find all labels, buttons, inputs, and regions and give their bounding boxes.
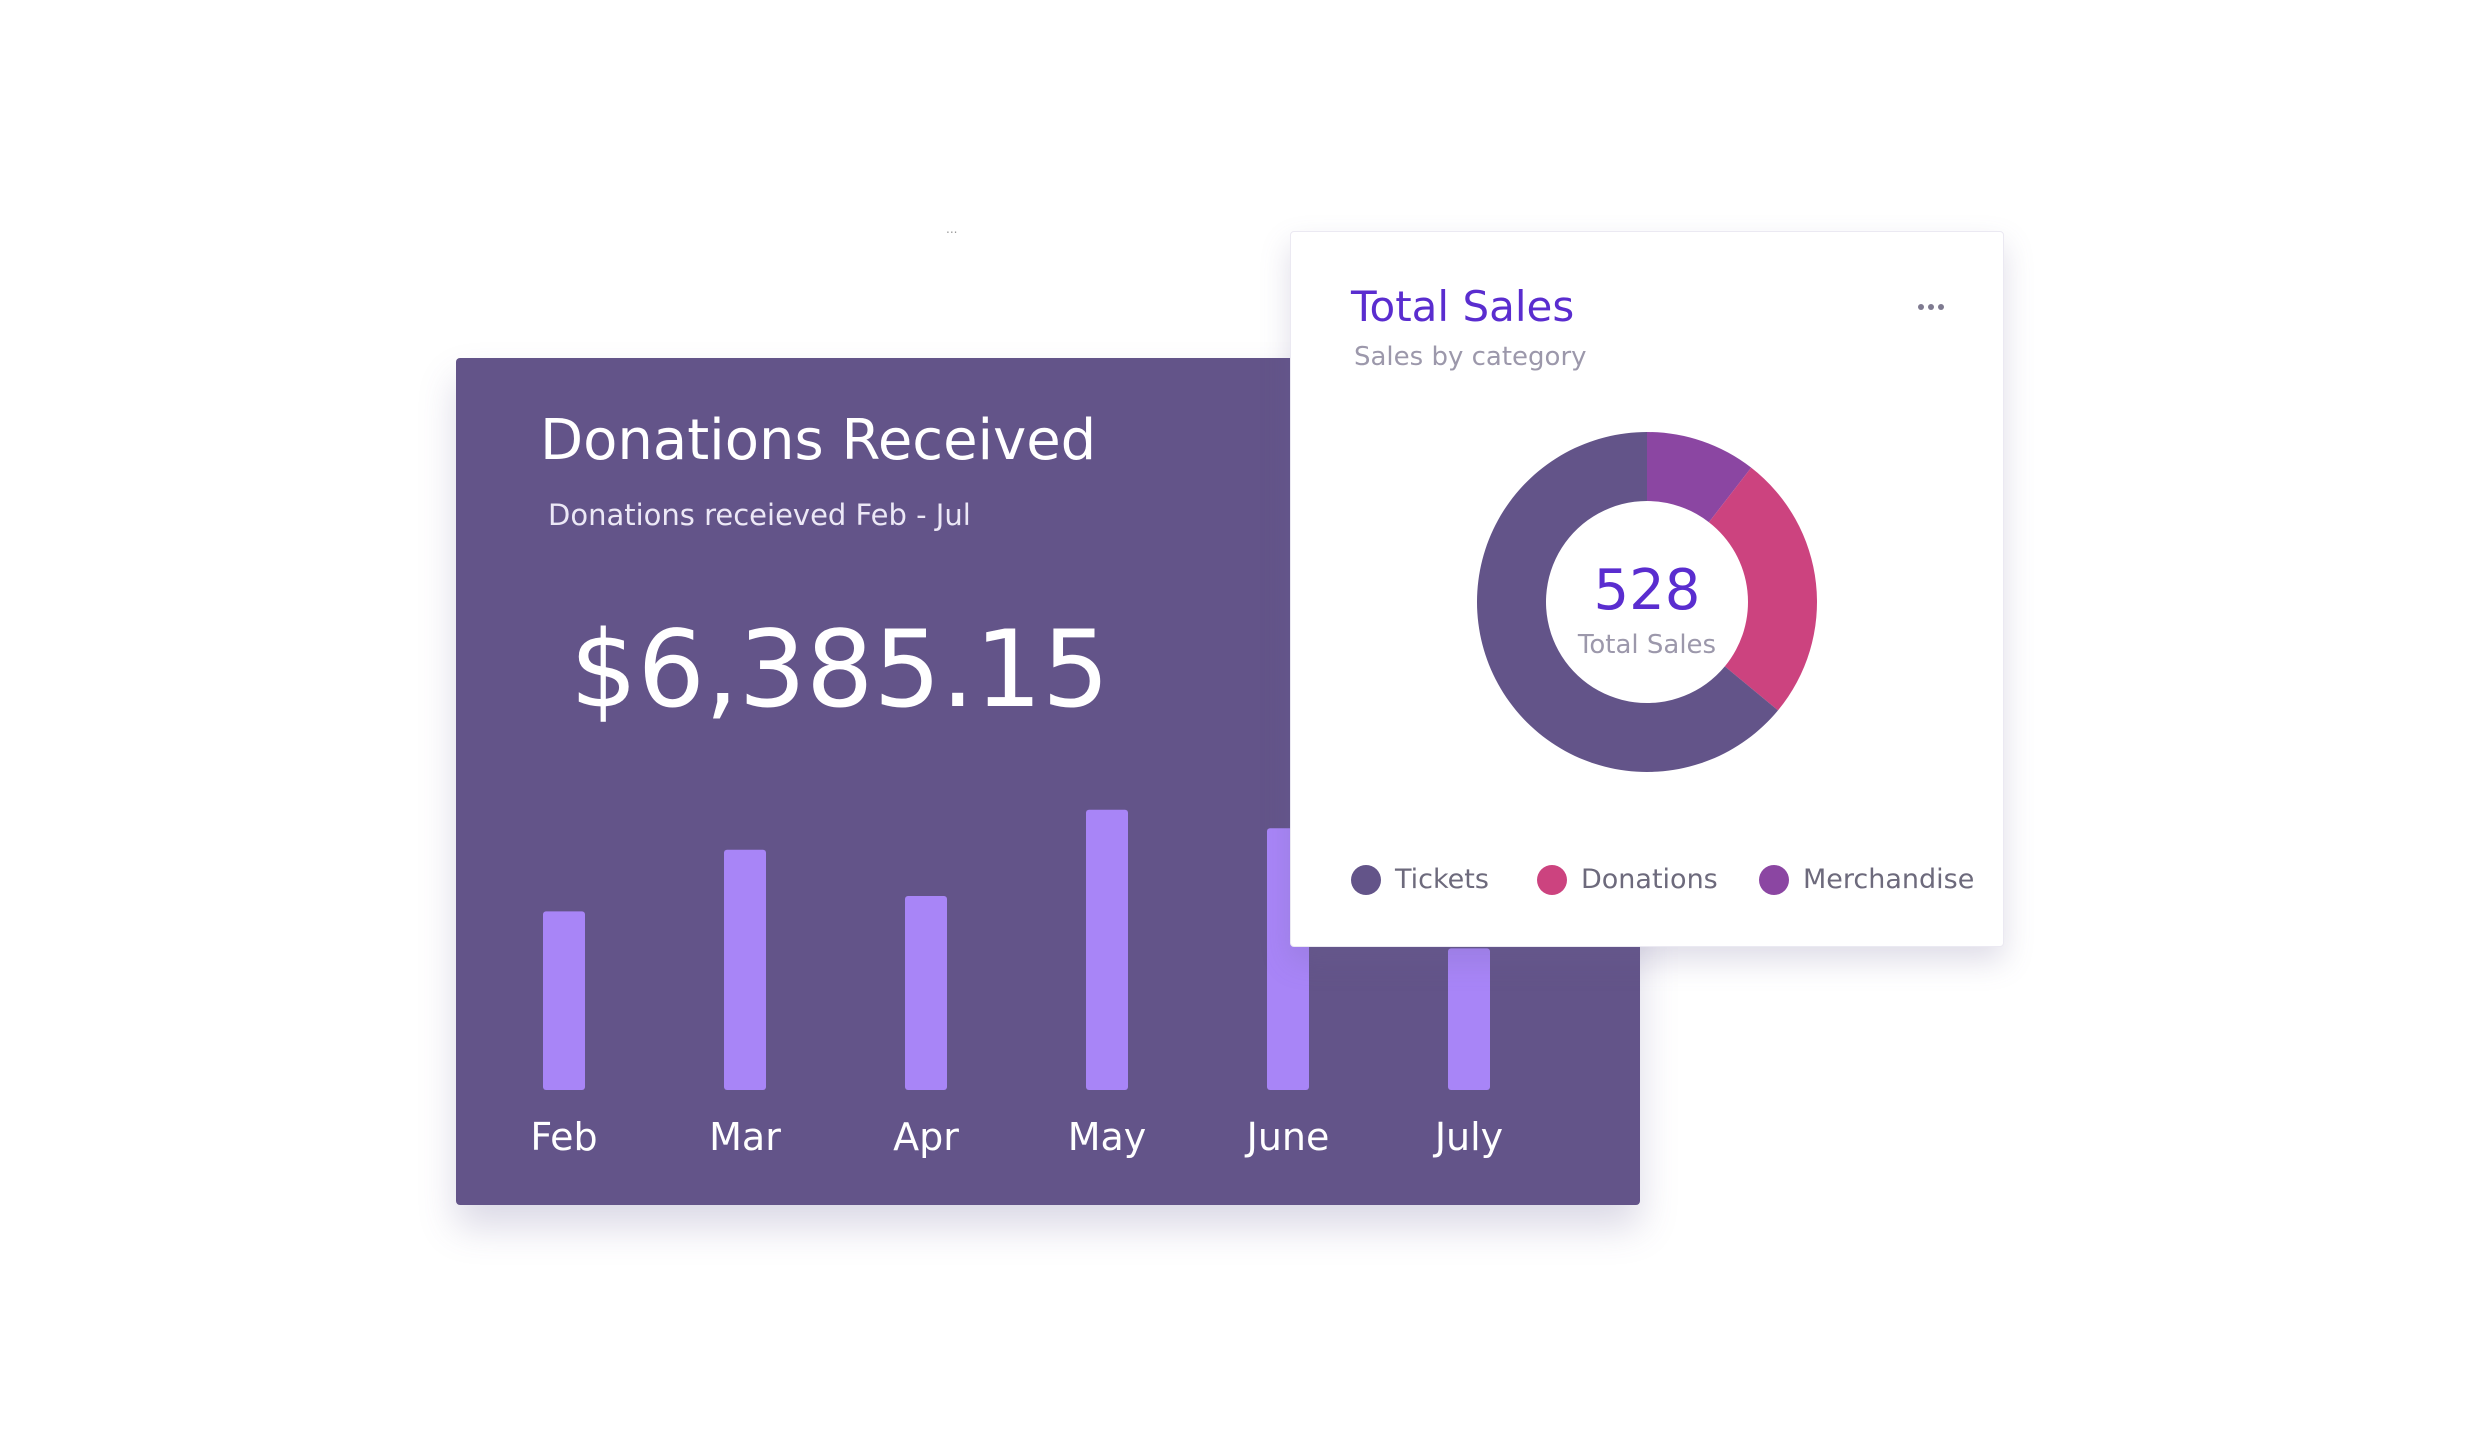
legend-swatch-donations [1537, 864, 1567, 895]
bar-may [1086, 809, 1128, 1090]
more-dot [1918, 304, 1924, 310]
total-sales-card: Total Sales Sales by category 528 Total … [1290, 231, 2004, 947]
legend-item-tickets[interactable]: Tickets [1351, 864, 1489, 895]
donations-subtitle: Donations receieved Feb - Jul [548, 498, 971, 532]
bar-label-june: June [1245, 1115, 1330, 1159]
bar-label-july: July [1433, 1115, 1503, 1159]
more-options-icon[interactable] [1911, 292, 1951, 322]
bar-july [1448, 948, 1490, 1090]
donut-slice-donations [1708, 467, 1817, 711]
more-dot [1938, 304, 1944, 310]
bar-label-apr: Apr [893, 1115, 959, 1159]
legend-swatch-tickets [1351, 864, 1381, 895]
legend-label-tickets: Tickets [1395, 864, 1489, 895]
stray-ellipsis-mark: ... [946, 222, 958, 236]
bar-mar [724, 849, 766, 1090]
legend-item-merchandise[interactable]: Merchandise [1759, 864, 1974, 895]
donut-total-label: Total Sales [1577, 630, 1717, 660]
donut-total-value: 528 [1593, 558, 1701, 623]
total-sales-subtitle: Sales by category [1354, 342, 1587, 372]
bar-apr [905, 895, 947, 1090]
bar-label-may: May [1068, 1115, 1147, 1159]
donut-center: 528 Total Sales [1475, 430, 1819, 774]
legend-swatch-merchandise [1759, 864, 1789, 895]
bar-label-feb: Feb [530, 1115, 597, 1159]
bar-label-mar: Mar [709, 1115, 781, 1159]
total-sales-title: Total Sales [1351, 282, 1575, 331]
donations-title: Donations Received [540, 408, 1097, 473]
donut-slice-merchandise [1647, 432, 1752, 523]
legend-item-donations[interactable]: Donations [1537, 864, 1718, 895]
donut-slice-tickets [1477, 432, 1778, 772]
donations-bar-chart: Feb Mar Apr May June July [530, 809, 1503, 1159]
bar-feb [543, 911, 585, 1090]
total-sales-donut-chart [1477, 432, 1817, 772]
more-dot [1928, 304, 1934, 310]
donations-amount: $6,385.15 [570, 608, 1110, 731]
legend-label-merchandise: Merchandise [1803, 864, 1975, 895]
legend-label-donations: Donations [1581, 864, 1718, 895]
